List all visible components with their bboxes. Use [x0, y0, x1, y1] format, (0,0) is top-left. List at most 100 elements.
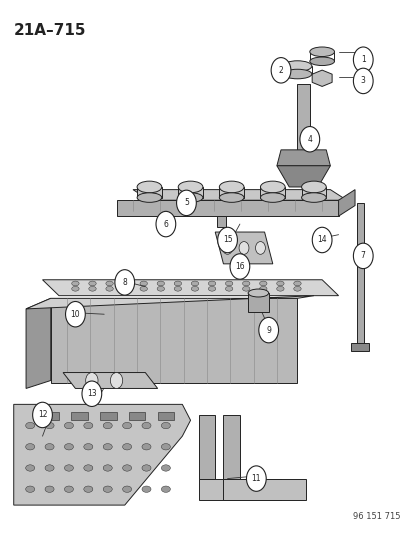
Polygon shape: [311, 70, 331, 86]
Ellipse shape: [191, 281, 198, 286]
Polygon shape: [215, 232, 272, 264]
Ellipse shape: [64, 422, 73, 429]
Polygon shape: [276, 150, 330, 166]
Ellipse shape: [174, 281, 181, 286]
Polygon shape: [260, 187, 285, 198]
Text: 5: 5: [183, 198, 188, 207]
Ellipse shape: [242, 281, 249, 286]
Polygon shape: [223, 415, 239, 479]
Ellipse shape: [219, 193, 243, 203]
Ellipse shape: [45, 422, 54, 429]
Ellipse shape: [123, 281, 130, 286]
Circle shape: [115, 270, 134, 295]
Text: 4: 4: [306, 135, 311, 144]
Text: 10: 10: [71, 310, 80, 319]
Ellipse shape: [122, 465, 131, 471]
Polygon shape: [356, 203, 363, 346]
Ellipse shape: [259, 286, 266, 291]
Text: 13: 13: [87, 389, 97, 398]
Circle shape: [353, 68, 372, 94]
Ellipse shape: [64, 465, 73, 471]
Ellipse shape: [103, 443, 112, 450]
Polygon shape: [276, 166, 330, 187]
Text: 14: 14: [316, 236, 326, 245]
Polygon shape: [43, 280, 338, 296]
Ellipse shape: [140, 286, 147, 291]
Ellipse shape: [88, 286, 96, 291]
Ellipse shape: [282, 61, 311, 71]
Ellipse shape: [157, 281, 164, 286]
Polygon shape: [133, 190, 346, 200]
Ellipse shape: [45, 443, 54, 450]
Circle shape: [246, 466, 266, 491]
Ellipse shape: [142, 443, 151, 450]
Circle shape: [217, 227, 237, 253]
Ellipse shape: [247, 289, 268, 297]
Ellipse shape: [83, 443, 93, 450]
Polygon shape: [219, 187, 243, 198]
Text: 3: 3: [360, 76, 365, 85]
Text: 2: 2: [278, 66, 283, 75]
Polygon shape: [247, 293, 268, 312]
Circle shape: [255, 241, 265, 254]
Circle shape: [271, 58, 290, 83]
Circle shape: [258, 317, 278, 343]
Polygon shape: [43, 413, 59, 420]
Polygon shape: [157, 413, 174, 420]
Ellipse shape: [26, 465, 35, 471]
Ellipse shape: [45, 465, 54, 471]
Polygon shape: [137, 187, 161, 198]
Ellipse shape: [142, 422, 151, 429]
Polygon shape: [223, 479, 305, 500]
Ellipse shape: [64, 486, 73, 492]
Text: 12: 12: [38, 410, 47, 419]
Ellipse shape: [260, 181, 285, 193]
Ellipse shape: [161, 486, 170, 492]
Text: 9: 9: [266, 326, 271, 335]
Ellipse shape: [161, 443, 170, 450]
Polygon shape: [178, 187, 202, 198]
Polygon shape: [301, 187, 325, 198]
Circle shape: [299, 126, 319, 152]
Ellipse shape: [45, 486, 54, 492]
Ellipse shape: [103, 465, 112, 471]
Polygon shape: [350, 343, 368, 351]
Polygon shape: [26, 296, 313, 309]
Ellipse shape: [219, 181, 243, 193]
Ellipse shape: [142, 465, 151, 471]
Circle shape: [311, 227, 331, 253]
Text: 8: 8: [122, 278, 127, 287]
Ellipse shape: [178, 193, 202, 203]
Ellipse shape: [225, 281, 232, 286]
Ellipse shape: [208, 286, 215, 291]
Ellipse shape: [157, 286, 164, 291]
Ellipse shape: [191, 286, 198, 291]
Ellipse shape: [103, 422, 112, 429]
Circle shape: [65, 302, 85, 327]
Ellipse shape: [174, 286, 181, 291]
Ellipse shape: [142, 486, 151, 492]
Ellipse shape: [26, 443, 35, 450]
Ellipse shape: [103, 486, 112, 492]
Polygon shape: [297, 84, 309, 150]
Circle shape: [82, 381, 102, 407]
Ellipse shape: [242, 286, 249, 291]
Ellipse shape: [161, 422, 170, 429]
Ellipse shape: [178, 181, 202, 193]
Polygon shape: [26, 298, 51, 389]
Circle shape: [222, 241, 232, 254]
Ellipse shape: [71, 286, 79, 291]
Ellipse shape: [293, 281, 300, 286]
Ellipse shape: [106, 286, 113, 291]
Text: 16: 16: [235, 262, 244, 271]
Text: 6: 6: [163, 220, 168, 229]
Ellipse shape: [83, 465, 93, 471]
Text: 1: 1: [360, 55, 365, 64]
Ellipse shape: [309, 57, 334, 66]
Ellipse shape: [225, 286, 232, 291]
Polygon shape: [198, 415, 215, 479]
Polygon shape: [100, 413, 116, 420]
Ellipse shape: [64, 443, 73, 450]
Ellipse shape: [208, 281, 215, 286]
Circle shape: [230, 254, 249, 279]
